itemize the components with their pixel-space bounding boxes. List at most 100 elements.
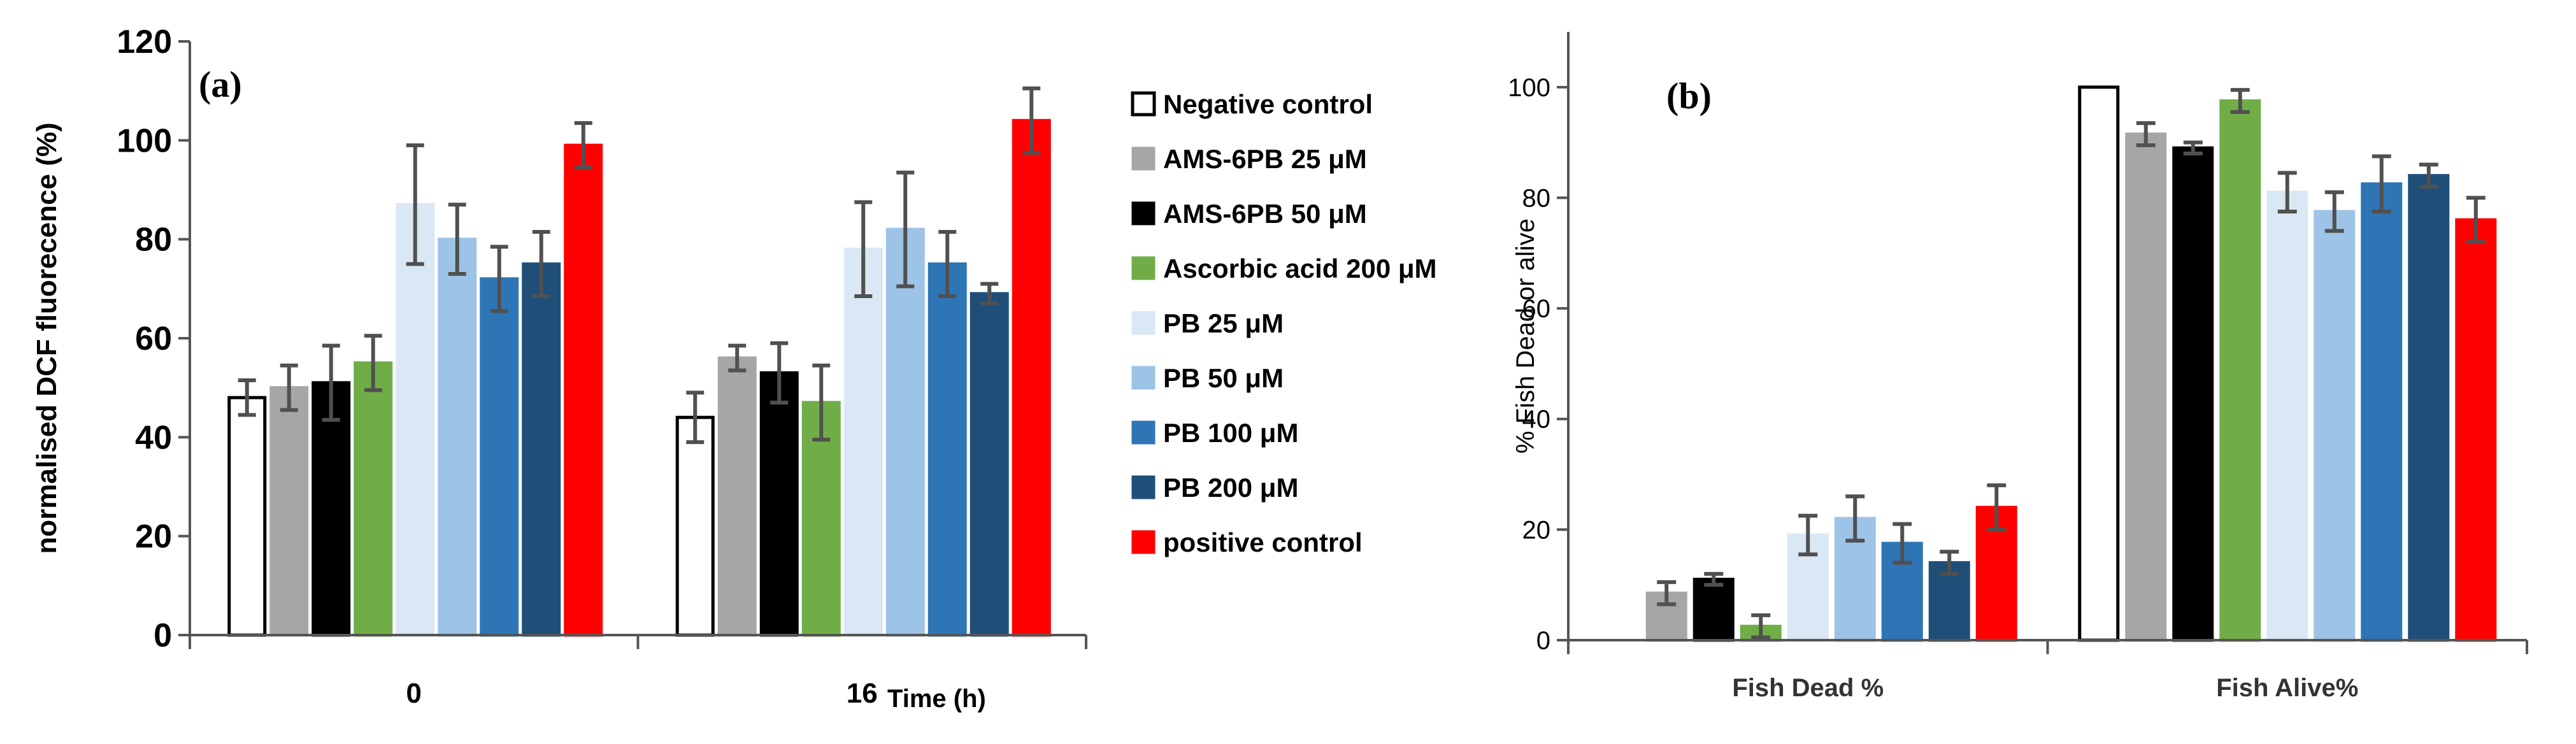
y-tick-label: 60 xyxy=(1522,295,1551,323)
error-bar xyxy=(1022,86,1041,155)
legend-swatch xyxy=(1131,147,1156,171)
bar-pb-25-m-1 xyxy=(843,247,883,637)
y-tick-label: 100 xyxy=(117,122,172,159)
y-tick-label: 0 xyxy=(1536,627,1550,655)
bar-pb-200-m-1 xyxy=(970,292,1009,637)
error-bar xyxy=(490,245,508,313)
panel-b-chart: 0 20 40 60 80 100 Fish Dead % Fish Alive% % Fi… xyxy=(1508,32,2528,702)
legend-entry: Ascorbic acid 200 μM xyxy=(1163,254,1437,283)
bar-ams-6pb-50-m-0 xyxy=(1692,578,1735,642)
error-bar xyxy=(532,230,550,298)
legend-entry: PB 25 μM xyxy=(1163,308,1284,338)
bar-positive-control-1 xyxy=(1012,118,1051,637)
error-bar xyxy=(238,378,256,417)
bar-pb-25-m-0 xyxy=(396,203,435,637)
bar-ams-6pb-25-m-1 xyxy=(2125,132,2167,642)
bar-pb-25-m-1 xyxy=(2266,190,2308,642)
panel-b-label: (b) xyxy=(1666,75,1712,117)
error-bar xyxy=(2324,190,2344,233)
bar-negative-control-1 xyxy=(2078,85,2120,642)
y-tick-label: 80 xyxy=(1522,184,1551,212)
bar-pb-50-m-0 xyxy=(438,238,477,637)
error-bar xyxy=(1893,522,1912,565)
error-bar xyxy=(2183,140,2203,155)
bar-pb-50-m-1 xyxy=(885,227,925,637)
error-bar xyxy=(770,341,789,404)
panel-a-chart: 0 20 40 60 80 100 120 0 16 normalised DCF fluor… xyxy=(31,24,1087,713)
legend-entry: PB 100 μM xyxy=(1163,418,1298,448)
x-category-label: 0 xyxy=(406,678,422,709)
legend-entry: positive control xyxy=(1163,527,1363,557)
legend-swatch xyxy=(1131,311,1156,335)
bar-negative-control-1 xyxy=(675,415,715,637)
error-bar xyxy=(980,282,999,306)
legend-swatch xyxy=(1131,530,1156,554)
panel-a-label: (a) xyxy=(199,64,242,105)
error-bar xyxy=(2419,162,2438,189)
error-bar xyxy=(406,143,424,266)
bar-ams-6pb-50-m-1 xyxy=(2172,146,2214,642)
legend-entry: Negative control xyxy=(1163,89,1373,119)
bar-ams-6pb-25-m-0 xyxy=(269,386,309,637)
bar-ams-6pb-25-m-1 xyxy=(717,356,757,637)
error-bar xyxy=(938,230,957,298)
legend-swatch xyxy=(1131,366,1156,390)
x-category-label: Fish Dead % xyxy=(1732,674,1884,702)
error-bar xyxy=(686,390,705,445)
x-category-label: Fish Alive% xyxy=(2216,674,2358,702)
legend-entry: AMS-6PB 25 μM xyxy=(1163,144,1367,174)
error-bar xyxy=(1845,494,1865,543)
legend-swatch xyxy=(1131,201,1156,225)
bar-pb-100-m-0 xyxy=(480,277,519,637)
bar-positive-control-1 xyxy=(2455,218,2497,642)
x-category-label: 16 xyxy=(847,678,878,709)
y-tick-label: 20 xyxy=(1522,516,1551,544)
y-tick-label: 40 xyxy=(135,419,172,456)
bar-ascorbic-acid-200-m-0 xyxy=(354,361,393,637)
error-bar xyxy=(2230,88,2250,114)
error-bar xyxy=(728,343,747,373)
bar-pb-100-m-1 xyxy=(927,262,967,637)
bar-pb-50-m-1 xyxy=(2314,210,2356,642)
legend-entry: AMS-6PB 50 μM xyxy=(1163,199,1367,229)
error-bar xyxy=(2372,154,2391,214)
error-bar xyxy=(448,203,466,276)
panel-b-y-axis-title: % Fish Dead or alive xyxy=(1512,218,1540,454)
bar-negative-control-0 xyxy=(227,396,267,637)
legend: Negative control AMS-6PB 25 μM AMS-6PB 50 … xyxy=(1131,89,1437,557)
error-bar xyxy=(854,200,873,298)
error-bar xyxy=(322,343,340,422)
error-bar xyxy=(364,334,382,392)
error-bar xyxy=(1657,580,1677,606)
error-bar xyxy=(1940,550,1959,576)
y-tick-label: 40 xyxy=(1522,406,1551,434)
legend-entry: PB 50 μM xyxy=(1163,363,1284,393)
error-bar xyxy=(1798,513,1818,557)
error-bar xyxy=(812,363,831,442)
error-bar xyxy=(574,121,592,170)
error-bar xyxy=(1704,571,1724,587)
error-bar xyxy=(1987,483,2007,532)
y-tick-label: 100 xyxy=(1508,74,1550,102)
error-bar xyxy=(1751,613,1771,640)
panel-a-y-axis-title: normalised DCF fluorecence (%) xyxy=(31,122,62,554)
y-tick-label: 80 xyxy=(135,222,172,259)
legend-swatch xyxy=(1131,475,1156,499)
error-bar xyxy=(2277,171,2297,214)
bar-ascorbic-acid-200-m-1 xyxy=(2219,99,2261,642)
legend-swatch xyxy=(1131,91,1156,117)
error-bar xyxy=(2466,196,2486,244)
panel-a-x-axis-title: Time (h) xyxy=(887,685,986,713)
bar-positive-control-0 xyxy=(564,143,603,637)
legend-entry: PB 200 μM xyxy=(1163,473,1298,503)
y-tick-label: 120 xyxy=(117,24,172,61)
error-bar xyxy=(2136,121,2156,147)
bar-ams-6pb-50-m-1 xyxy=(759,371,799,637)
y-tick-label: 0 xyxy=(154,617,172,654)
y-tick-label: 60 xyxy=(135,320,172,357)
error-bar xyxy=(896,170,915,289)
bar-pb-100-m-1 xyxy=(2361,182,2403,642)
legend-swatch xyxy=(1131,420,1156,445)
legend-swatch xyxy=(1131,256,1156,280)
